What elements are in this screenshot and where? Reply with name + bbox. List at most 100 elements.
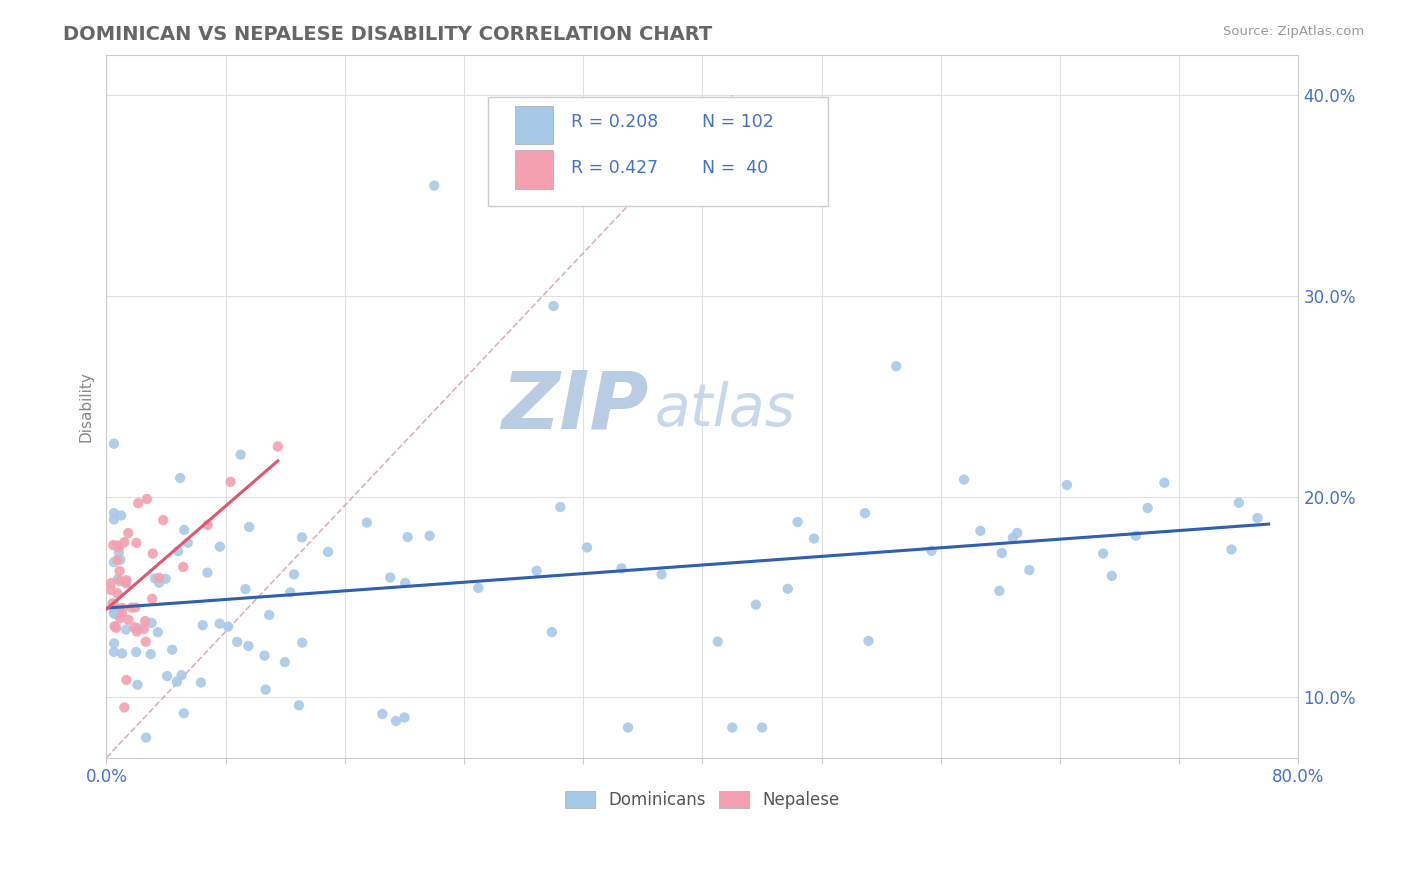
Point: [135, 731, 157, 745]
Point: [291, 530, 314, 544]
Point: [1125, 528, 1147, 542]
Point: [132, 622, 155, 636]
Point: [103, 597, 125, 611]
Point: [152, 513, 174, 527]
Point: [135, 634, 157, 648]
Point: [356, 516, 378, 530]
Point: [921, 543, 943, 558]
Point: [526, 564, 548, 578]
Point: [103, 436, 125, 450]
Point: [190, 675, 212, 690]
Point: [853, 506, 876, 520]
Point: [1153, 475, 1175, 490]
Point: [101, 596, 124, 610]
Point: [543, 299, 565, 313]
Text: Source: ZipAtlas.com: Source: ZipAtlas.com: [1223, 25, 1364, 38]
Point: [751, 721, 773, 735]
Point: [143, 572, 166, 586]
Point: [254, 682, 277, 697]
Point: [108, 564, 131, 578]
Point: [191, 618, 214, 632]
Point: [423, 178, 446, 193]
Point: [419, 529, 441, 543]
Point: [274, 655, 297, 669]
Point: [103, 645, 125, 659]
Point: [139, 647, 162, 661]
Point: [124, 620, 146, 634]
Point: [394, 576, 416, 591]
Point: [167, 544, 190, 558]
Point: [253, 648, 276, 663]
Point: [229, 448, 252, 462]
Point: [170, 668, 193, 682]
Text: ZIP: ZIP: [502, 368, 648, 445]
Point: [103, 636, 125, 650]
Point: [111, 601, 134, 615]
Point: [127, 496, 149, 510]
Point: [267, 440, 290, 454]
Point: [108, 545, 131, 559]
Point: [115, 576, 138, 591]
Point: [103, 605, 125, 619]
Point: [1220, 542, 1243, 557]
Point: [100, 576, 122, 591]
Point: [217, 620, 239, 634]
Point: [617, 721, 640, 735]
Point: [235, 582, 257, 596]
Point: [291, 635, 314, 649]
Point: [112, 700, 135, 714]
Point: [103, 538, 125, 552]
Point: [197, 518, 219, 533]
Point: [156, 669, 179, 683]
Point: [134, 614, 156, 628]
Point: [288, 698, 311, 713]
Point: [1001, 531, 1024, 545]
Point: [219, 475, 242, 489]
Point: [169, 471, 191, 485]
Point: [107, 539, 129, 553]
Point: [103, 512, 125, 526]
Point: [1136, 501, 1159, 516]
Point: [316, 545, 339, 559]
Point: [278, 585, 301, 599]
Point: [112, 535, 135, 549]
Point: [177, 535, 200, 549]
Point: [111, 607, 134, 621]
Point: [371, 706, 394, 721]
Point: [110, 553, 132, 567]
FancyBboxPatch shape: [488, 97, 828, 206]
Point: [226, 635, 249, 649]
Point: [721, 721, 744, 735]
Text: N =  40: N = 40: [703, 159, 769, 177]
Point: [105, 621, 128, 635]
Point: [103, 555, 125, 569]
Point: [745, 598, 768, 612]
Point: [108, 611, 131, 625]
Bar: [516, 106, 554, 145]
Point: [858, 634, 880, 648]
Text: N = 102: N = 102: [703, 113, 775, 131]
Y-axis label: Disability: Disability: [79, 371, 93, 442]
Point: [104, 619, 127, 633]
Point: [127, 621, 149, 635]
Point: [953, 473, 976, 487]
Point: [124, 600, 146, 615]
Point: [1246, 511, 1268, 525]
Point: [173, 706, 195, 721]
Point: [380, 570, 402, 584]
Text: R = 0.208: R = 0.208: [571, 113, 658, 131]
Point: [990, 546, 1012, 560]
Point: [127, 678, 149, 692]
Point: [969, 524, 991, 538]
Point: [148, 571, 170, 585]
Point: [117, 526, 139, 541]
Bar: [516, 150, 554, 188]
Point: [121, 600, 143, 615]
Legend: Dominicans, Nepalese: Dominicans, Nepalese: [558, 785, 846, 816]
Point: [803, 532, 825, 546]
Point: [238, 639, 260, 653]
Point: [884, 359, 907, 374]
Point: [396, 530, 419, 544]
Point: [148, 575, 170, 590]
Point: [575, 541, 598, 555]
